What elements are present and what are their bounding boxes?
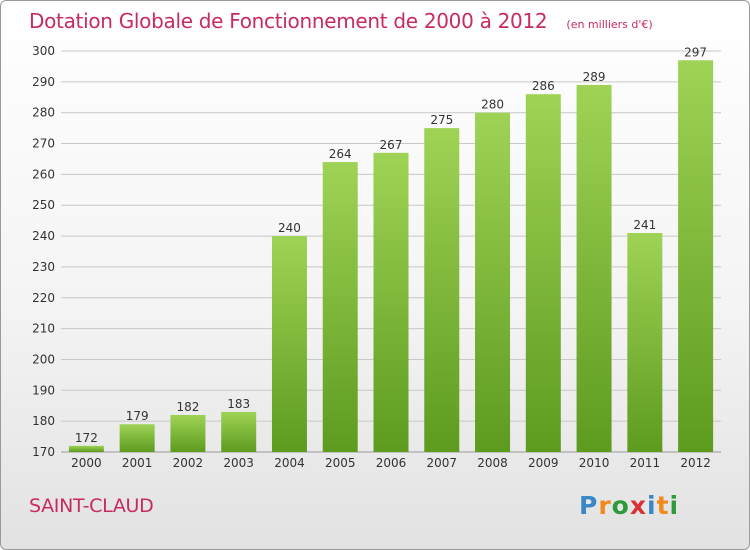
bar	[322, 162, 358, 453]
x-tick-label: 2002	[173, 456, 204, 470]
bar	[627, 232, 663, 452]
data-label: 297	[684, 45, 707, 59]
bar	[119, 424, 155, 452]
x-tick-label: 2000	[71, 456, 102, 470]
x-tick-label: 2010	[579, 456, 610, 470]
data-label: 275	[430, 113, 453, 127]
x-tick-label: 2006	[376, 456, 407, 470]
y-tick-label: 290	[32, 75, 55, 89]
data-label: 264	[329, 147, 352, 161]
logo-letter: i	[647, 491, 657, 520]
bar	[424, 128, 460, 452]
y-tick-label: 220	[32, 291, 55, 305]
logo-letter: i	[669, 491, 680, 520]
y-axis-ticks: 170 180 190 200 210 220 230 240 250 260 270 280 290 3…	[32, 44, 55, 459]
x-tick-label: 2004	[274, 456, 305, 470]
data-label: 267	[380, 138, 403, 152]
x-tick-label: 2008	[477, 456, 508, 470]
data-labels: 172 179 182 183 240 264 267 275 280 286 289 241 297	[75, 45, 707, 445]
x-tick-label: 2003	[223, 456, 254, 470]
proxiti-logo[interactable]: Proxiti	[579, 491, 679, 520]
y-tick-label: 260	[32, 167, 55, 181]
y-tick-label: 170	[32, 445, 55, 459]
y-tick-label: 240	[32, 229, 55, 243]
y-tick-label: 210	[32, 322, 55, 336]
x-tick-label: 2011	[630, 456, 661, 470]
y-tick-label: 190	[32, 383, 55, 397]
bar	[678, 60, 714, 452]
data-label: 179	[126, 409, 149, 423]
logo-letter: t	[656, 491, 670, 520]
bar	[373, 152, 409, 453]
y-tick-label: 280	[32, 106, 55, 120]
data-label: 172	[75, 431, 98, 445]
chart-unit: (en milliers d'€)	[566, 18, 653, 31]
x-tick-label: 2005	[325, 456, 356, 470]
bar	[271, 236, 307, 452]
x-tick-label: 2001	[122, 456, 153, 470]
commune-name: SAINT-CLAUD	[29, 495, 154, 517]
data-label: 280	[481, 98, 504, 112]
x-axis-ticks: 2000 2001 2002 2003 2004 2005 2006 2007 2008 2009…	[71, 456, 711, 470]
bar	[68, 445, 104, 452]
bar	[475, 112, 511, 452]
logo-letter: o	[611, 491, 630, 520]
logo-letter: x	[629, 491, 647, 520]
title-row: Dotation Globale de Fonctionnement de 20…	[29, 9, 653, 33]
x-tick-label: 2007	[426, 456, 457, 470]
bar	[221, 411, 257, 452]
logo-letter: P	[579, 491, 599, 520]
y-tick-label: 300	[32, 44, 55, 58]
data-label: 240	[278, 221, 301, 235]
logo-letter: r	[598, 491, 612, 520]
data-label: 286	[532, 79, 555, 93]
y-tick-label: 250	[32, 198, 55, 212]
y-tick-label: 180	[32, 414, 55, 428]
x-tick-label: 2012	[680, 456, 711, 470]
bar	[576, 84, 612, 452]
chart-title: Dotation Globale de Fonctionnement de 20…	[29, 9, 548, 33]
bar	[170, 414, 206, 452]
y-tick-label: 230	[32, 260, 55, 274]
data-label: 183	[227, 397, 250, 411]
y-tick-label: 200	[32, 352, 55, 366]
bar	[525, 94, 561, 452]
bars	[68, 60, 714, 453]
data-label: 289	[583, 70, 606, 84]
data-label: 241	[633, 218, 656, 232]
x-tick-label: 2009	[528, 456, 559, 470]
y-tick-label: 270	[32, 137, 55, 151]
data-label: 182	[176, 400, 199, 414]
